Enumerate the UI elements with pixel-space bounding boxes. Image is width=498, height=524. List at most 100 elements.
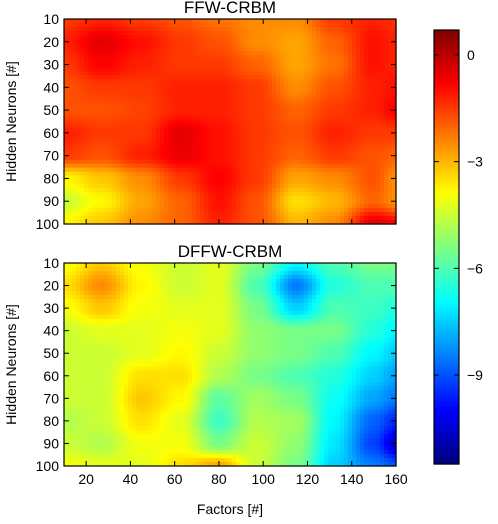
heatmap-cell xyxy=(300,79,305,84)
heatmap-cell xyxy=(192,23,197,28)
y-tick-label: 70 xyxy=(43,148,59,164)
heatmap-cell xyxy=(276,291,281,296)
heatmap-cell xyxy=(168,156,173,161)
heatmap-cell xyxy=(192,287,197,292)
heatmap-cell xyxy=(276,200,281,205)
heatmap-cell xyxy=(356,204,361,209)
heatmap-cell xyxy=(80,152,85,157)
heatmap-cell xyxy=(168,204,173,209)
heatmap-cell xyxy=(260,204,265,209)
heatmap-cell xyxy=(244,200,249,205)
heatmap-cell xyxy=(164,136,169,141)
heatmap-cell xyxy=(208,103,213,108)
heatmap-cells xyxy=(64,263,397,467)
heatmap-cell xyxy=(144,47,149,52)
heatmap-cell xyxy=(316,263,321,268)
heatmap-cell xyxy=(156,99,161,104)
heatmap-cell xyxy=(332,51,337,56)
heatmap-cell xyxy=(176,83,181,88)
heatmap-cell xyxy=(260,208,265,213)
heatmap-cell xyxy=(328,291,333,296)
heatmap-cell xyxy=(220,119,225,124)
heatmap-cell xyxy=(308,19,313,24)
heatmap-cell xyxy=(112,184,117,189)
heatmap-cell xyxy=(100,83,105,88)
heatmap-cell xyxy=(348,115,353,120)
heatmap-cell xyxy=(240,132,245,137)
heatmap-cell xyxy=(80,103,85,108)
heatmap-cell xyxy=(368,204,373,209)
heatmap-cell xyxy=(112,208,117,213)
heatmap-cell xyxy=(312,156,317,161)
heatmap-cell xyxy=(244,176,249,181)
heatmap-cell xyxy=(172,63,177,68)
heatmap-cell xyxy=(216,156,221,161)
heatmap-cell xyxy=(148,196,153,201)
heatmap-cell xyxy=(276,31,281,36)
heatmap-cell xyxy=(276,188,281,193)
heatmap-cell xyxy=(368,119,373,124)
heatmap-cell xyxy=(376,291,381,296)
heatmap-cell xyxy=(268,291,273,296)
heatmap-cell xyxy=(332,71,337,76)
heatmap-cell xyxy=(368,83,373,88)
heatmap-cell xyxy=(344,67,349,72)
heatmap-cell xyxy=(352,51,357,56)
heatmap-cell xyxy=(68,91,73,96)
heatmap-cell xyxy=(280,99,285,104)
heatmap-cell xyxy=(196,91,201,96)
heatmap-cell xyxy=(184,164,189,169)
heatmap-cell xyxy=(120,279,125,284)
heatmap-cell xyxy=(244,144,249,149)
heatmap-cell xyxy=(228,31,233,36)
heatmap-cell xyxy=(252,204,257,209)
heatmap-cell xyxy=(264,188,269,193)
heatmap-cell xyxy=(76,39,81,44)
heatmap-cell xyxy=(272,208,277,213)
heatmap-cell xyxy=(236,75,241,80)
heatmap-cell xyxy=(256,212,261,217)
heatmap-cell xyxy=(364,132,369,137)
heatmap-cell xyxy=(180,204,185,209)
heatmap-cell xyxy=(340,156,345,161)
heatmap-cell xyxy=(352,19,357,24)
heatmap-cell xyxy=(220,91,225,96)
heatmap-cell xyxy=(384,83,389,88)
heatmap-cell xyxy=(344,200,349,205)
heatmap-cell xyxy=(268,83,273,88)
heatmap-cell xyxy=(140,67,145,72)
heatmap-cell xyxy=(92,63,97,68)
heatmap-cell xyxy=(220,152,225,157)
heatmap-cell xyxy=(276,75,281,80)
heatmap-cell xyxy=(240,263,245,268)
heatmap-cell xyxy=(292,63,297,68)
heatmap-cell xyxy=(280,204,285,209)
heatmap-cell xyxy=(244,63,249,68)
heatmap-cell xyxy=(288,136,293,141)
heatmap-cell xyxy=(328,27,333,32)
heatmap-cell xyxy=(332,87,337,92)
heatmap-cell xyxy=(140,107,145,112)
heatmap-cell xyxy=(384,192,389,197)
heatmap-cell xyxy=(376,279,381,284)
heatmap-cell xyxy=(300,204,305,209)
heatmap-cell xyxy=(332,19,337,24)
heatmap-cell xyxy=(160,216,165,221)
heatmap-cell xyxy=(184,55,189,60)
heatmap-cell xyxy=(240,87,245,92)
heatmap-cell xyxy=(224,172,229,177)
heatmap-cell xyxy=(276,71,281,76)
heatmap-cell xyxy=(208,51,213,56)
heatmap-cell xyxy=(320,168,325,173)
heatmap-cell xyxy=(332,136,337,141)
heatmap-cell xyxy=(332,23,337,28)
heatmap-cell xyxy=(148,267,153,272)
heatmap-cell xyxy=(268,283,273,288)
heatmap-cell xyxy=(240,71,245,76)
heatmap-cell xyxy=(340,168,345,173)
heatmap-cell xyxy=(272,144,277,149)
heatmap-cell xyxy=(224,87,229,92)
heatmap-cell xyxy=(256,19,261,24)
heatmap-cell xyxy=(168,160,173,165)
